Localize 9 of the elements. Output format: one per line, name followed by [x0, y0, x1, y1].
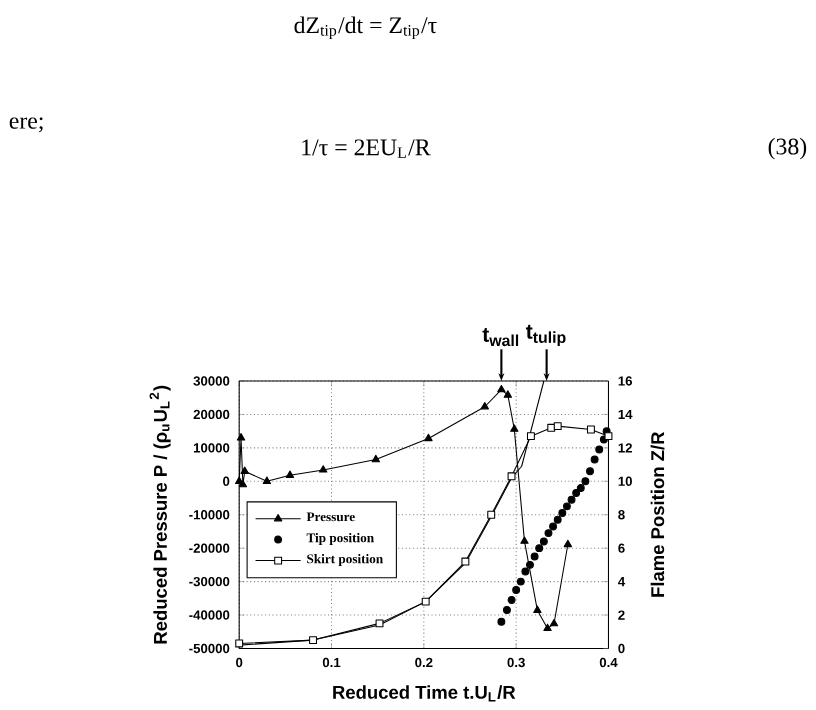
y-axis-title: Reduced Pressure P / (ρ$_{u}$U$_{L}$$^{2}$)	[149, 385, 171, 644]
text: ere;	[9, 117, 43, 133]
text: (38)	[768, 137, 807, 160]
y2-axis-title: Flame Position Z/R	[650, 431, 665, 597]
x-axis-title: Reduced Time t.U$_{L}$/R	[333, 685, 516, 702]
annotation: t$_{wall}$	[482, 327, 519, 347]
annotation: t$_{tulip}$	[525, 324, 566, 347]
text: dZ$_{tip}$/dt = Z$_{tip}$/τ	[294, 16, 437, 39]
text: 1/τ = 2EU$_{L}$/R	[302, 139, 431, 158]
